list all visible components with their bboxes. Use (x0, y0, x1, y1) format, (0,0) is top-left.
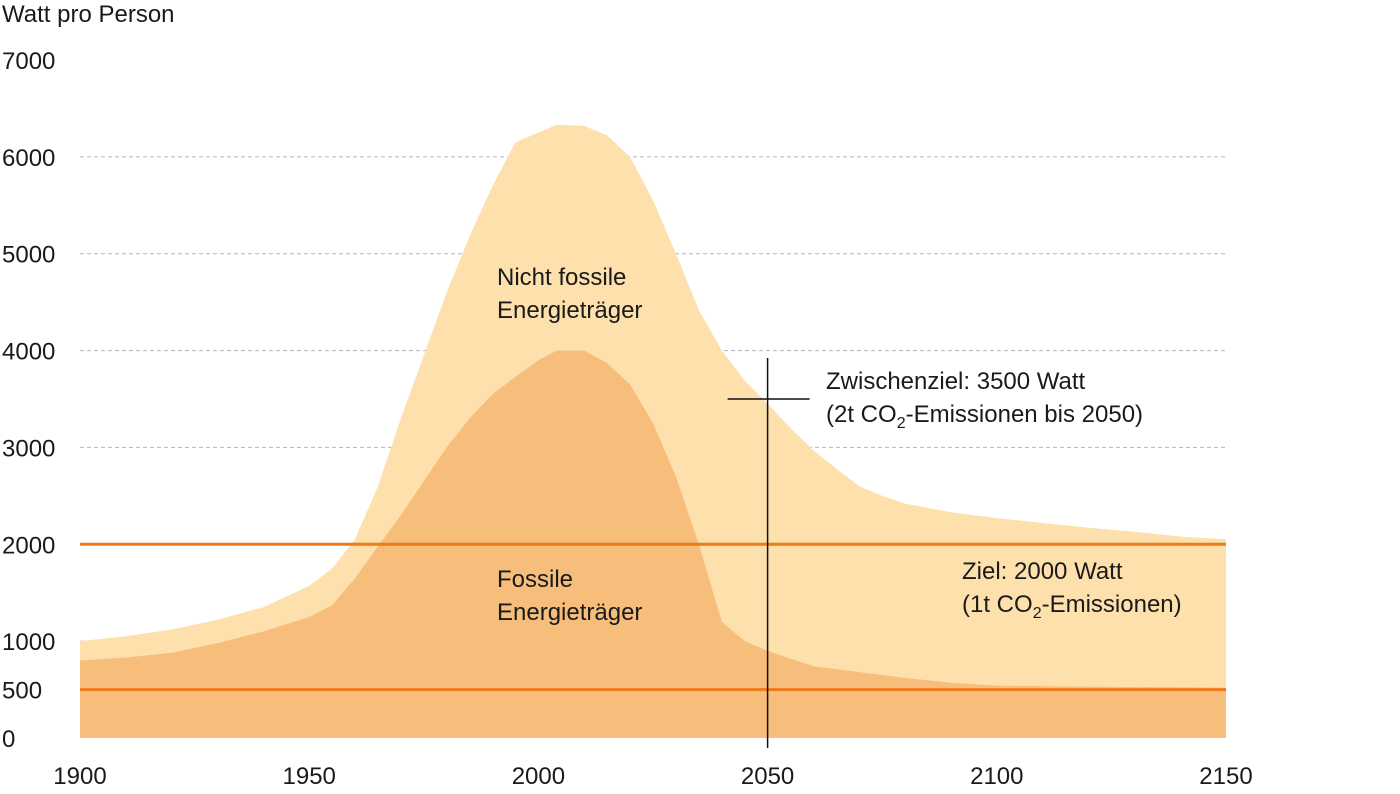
x-tick-label-2150: 2150 (1199, 763, 1252, 790)
x-axis-ticks: 1900 1950 2000 2050 2100 2150 (53, 763, 1252, 790)
target-line1: Ziel: 2000 Watt (962, 558, 1123, 585)
annotation-fossil: Fossile Energieträger (497, 566, 642, 626)
area-series (80, 124, 1226, 738)
interim-target-marker (727, 358, 810, 748)
y-tick-label-3000: 3000 (2, 435, 55, 462)
y-tick-label-4000: 4000 (2, 339, 55, 366)
y-tick-label-5000: 5000 (2, 242, 55, 269)
fossil-label-line1: Fossile (497, 566, 573, 593)
annotation-target: Ziel: 2000 Watt (1t CO2-Emissionen) (962, 558, 1182, 622)
target-line2: (1t CO2-Emissionen) (962, 591, 1182, 622)
y-axis-label: Watt pro Person (2, 1, 175, 28)
interim-target-line1: Zwischenziel: 3500 Watt (826, 368, 1086, 395)
nonfossil-label-line2: Energieträger (497, 297, 642, 324)
y-tick-label-1000: 1000 (2, 629, 55, 656)
x-tick-label-2100: 2100 (970, 763, 1023, 790)
y-tick-label-0: 0 (2, 726, 15, 753)
y-axis-ticks: 0 500 1000 2000 3000 4000 5000 6000 7000 (2, 48, 55, 753)
y-tick-label-500: 500 (2, 678, 42, 705)
annotation-interim-target: Zwischenziel: 3500 Watt (2t CO2-Emission… (826, 368, 1143, 432)
y-tick-label-2000: 2000 (2, 532, 55, 559)
y-tick-label-7000: 7000 (2, 48, 55, 75)
y-tick-label-6000: 6000 (2, 145, 55, 172)
annotation-nonfossil: Nicht fossile Energieträger (497, 264, 642, 324)
nonfossil-label-line1: Nicht fossile (497, 264, 626, 291)
x-tick-label-2050: 2050 (741, 763, 794, 790)
x-tick-label-1950: 1950 (283, 763, 336, 790)
fossil-label-line2: Energieträger (497, 599, 642, 626)
x-tick-label-1900: 1900 (53, 763, 106, 790)
x-tick-label-2000: 2000 (512, 763, 565, 790)
reference-lines (80, 542, 1226, 692)
interim-target-line2: (2t CO2-Emissionen bis 2050) (826, 401, 1143, 432)
